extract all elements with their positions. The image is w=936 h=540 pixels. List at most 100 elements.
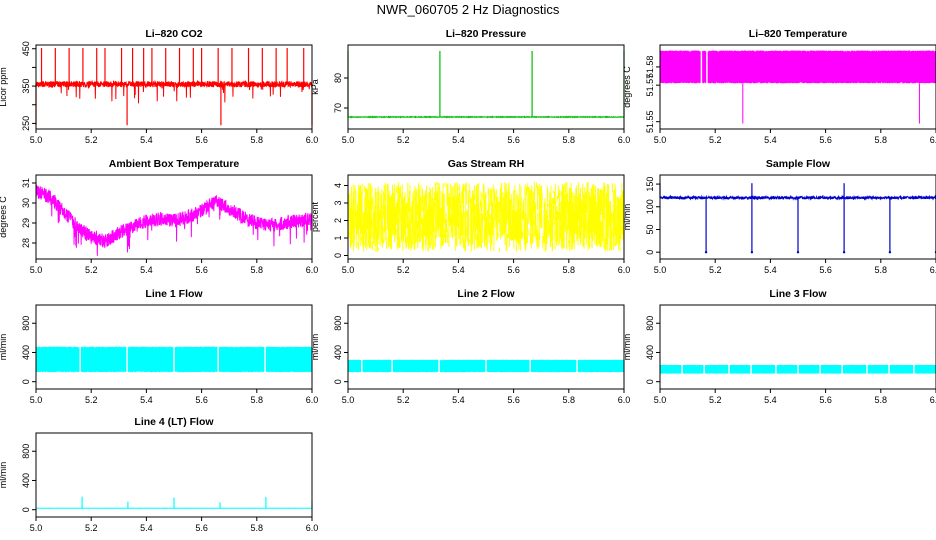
y-tick-label: 80: [333, 73, 343, 83]
chart-panel-7: Line 1 Flow ml/min 5.0 5.2 5.4 5.6 5.8 6.0 0 400 8…: [0, 288, 318, 405]
y-tick-label: 450: [21, 41, 31, 56]
chart-panel-1: Li–820 CO2 Licor ppm 5.0 5.2 5.4 5.6 5.8 6.0 250…: [0, 28, 318, 145]
x-tick-label: 5.4: [764, 135, 777, 145]
x-tick-label: 5.6: [819, 135, 832, 145]
chart-panel-6: Sample Flow ml/min 5.0 5.2 5.4 5.6 5.8 6.0 0 50 10…: [622, 158, 936, 275]
x-tick-label: 5.0: [654, 395, 667, 405]
x-tick-label: 5.2: [85, 265, 98, 275]
panel-title: Li–820 Pressure: [446, 28, 527, 40]
x-tick-label: 6.0: [306, 135, 319, 145]
x-tick-label: 5.2: [709, 395, 722, 405]
y-axis-label: ml/min: [622, 204, 632, 231]
y-tick-label: 800: [645, 316, 655, 331]
x-tick-label: 5.4: [452, 135, 465, 145]
y-tick-label: 800: [21, 316, 31, 331]
x-tick-label: 5.4: [140, 265, 153, 275]
y-axis-label: degrees C: [0, 196, 8, 238]
x-tick-label: 5.0: [30, 523, 43, 533]
x-tick-label: 5.8: [251, 523, 264, 533]
y-tick-label: 51.57: [645, 74, 655, 97]
x-tick-label: 5.8: [251, 395, 264, 405]
x-tick-label: 5.2: [397, 395, 410, 405]
y-axis-label: ml/min: [310, 334, 320, 361]
x-tick-label: 5.4: [140, 135, 153, 145]
x-tick-label: 5.2: [397, 265, 410, 275]
x-tick-label: 5.6: [819, 265, 832, 275]
plot-frame: [347, 174, 625, 260]
x-tick-label: 5.0: [654, 135, 667, 145]
x-tick-label: 5.6: [507, 395, 520, 405]
panel-title: Ambient Box Temperature: [109, 158, 240, 170]
data-series-line: [347, 359, 625, 373]
y-axis-label: ml/min: [0, 334, 8, 361]
x-tick-label: 5.0: [342, 135, 355, 145]
x-tick-label: 6.0: [930, 135, 936, 145]
panel-title: Li–820 Temperature: [749, 28, 848, 40]
x-tick-label: 5.8: [251, 135, 264, 145]
x-tick-label: 6.0: [306, 265, 319, 275]
x-tick-label: 5.6: [195, 135, 208, 145]
data-series-line: [35, 346, 313, 373]
y-tick-label: 50: [645, 224, 655, 234]
x-tick-label: 5.4: [140, 395, 153, 405]
panel-title: Sample Flow: [766, 158, 831, 170]
x-tick-label: 5.8: [563, 265, 576, 275]
panel-title: Gas Stream RH: [448, 158, 524, 170]
y-tick-label: 51.55: [645, 110, 655, 133]
x-tick-label: 5.6: [507, 135, 520, 145]
y-tick-label: 70: [333, 103, 343, 113]
y-tick-label: 2: [333, 218, 343, 223]
chart-panel-2: Li–820 Pressure kPa 5.0 5.2 5.4 5.6 5.8 6.0 70 80: [310, 28, 630, 145]
y-tick-label: 800: [333, 316, 343, 331]
figure-title: NWR_060705 2 Hz Diagnostics: [376, 2, 560, 17]
chart-panel-8: Line 2 Flow ml/min 5.0 5.2 5.4 5.6 5.8 6.0 0 400 8…: [310, 288, 630, 405]
data-series-line: [35, 184, 313, 256]
y-tick-label: 400: [645, 345, 655, 360]
plot-frame: [347, 44, 625, 130]
y-tick-label: 0: [645, 250, 655, 255]
x-tick-label: 5.6: [195, 265, 208, 275]
y-tick-label: 4: [333, 183, 343, 188]
chart-panel-5: Gas Stream RH percent 5.0 5.2 5.4 5.6 5.8 6.0 0 1…: [310, 158, 630, 275]
panel-title: Line 2 Flow: [457, 288, 515, 300]
x-tick-label: 5.4: [452, 265, 465, 275]
y-axis-label: ml/min: [622, 334, 632, 361]
plot-frame: [659, 304, 936, 390]
y-tick-label: 0: [645, 379, 655, 384]
x-tick-label: 5.2: [85, 395, 98, 405]
y-tick-label: 28: [21, 238, 31, 248]
panel-title: Line 1 Flow: [145, 288, 203, 300]
x-tick-label: 5.0: [30, 135, 43, 145]
chart-panel-3: Li–820 Temperature degrees C 5.0 5.2 5.4 5.6 5…: [622, 28, 936, 145]
x-tick-label: 5.0: [30, 395, 43, 405]
panel-title: Line 3 Flow: [769, 288, 827, 300]
chart-panel-9: Line 3 Flow ml/min 5.0 5.2 5.4 5.6 5.8 6.0 0 400 8…: [622, 288, 936, 405]
data-series-line: [347, 182, 625, 252]
y-axis-label: degrees C: [622, 66, 632, 108]
x-tick-label: 6.0: [306, 523, 319, 533]
data-series-line: [35, 79, 313, 104]
y-axis-label: Licor ppm: [0, 67, 8, 107]
x-tick-label: 5.2: [397, 135, 410, 145]
chart-panel-10: Line 4 (LT) Flow ml/min 5.0 5.2 5.4 5.6 5.8 6.0…: [0, 416, 318, 533]
y-tick-label: 51.58: [645, 56, 655, 79]
x-tick-label: 5.2: [709, 135, 722, 145]
data-series-line: [659, 50, 936, 84]
data-dropout-point: [842, 250, 846, 254]
y-tick-label: 400: [21, 345, 31, 360]
data-dropout-point: [750, 250, 754, 254]
x-tick-label: 5.4: [764, 265, 777, 275]
y-axis-label: kPa: [310, 79, 320, 95]
x-tick-label: 5.0: [654, 265, 667, 275]
x-tick-label: 5.6: [507, 265, 520, 275]
x-tick-label: 5.0: [30, 265, 43, 275]
y-tick-label: 0: [21, 507, 31, 512]
data-series-line: [659, 364, 936, 374]
x-tick-label: 5.8: [875, 395, 888, 405]
y-tick-label: 350: [21, 79, 31, 94]
y-tick-label: 0: [333, 379, 343, 384]
y-tick-label: 0: [21, 379, 31, 384]
x-tick-label: 5.0: [342, 265, 355, 275]
x-tick-label: 5.8: [875, 135, 888, 145]
